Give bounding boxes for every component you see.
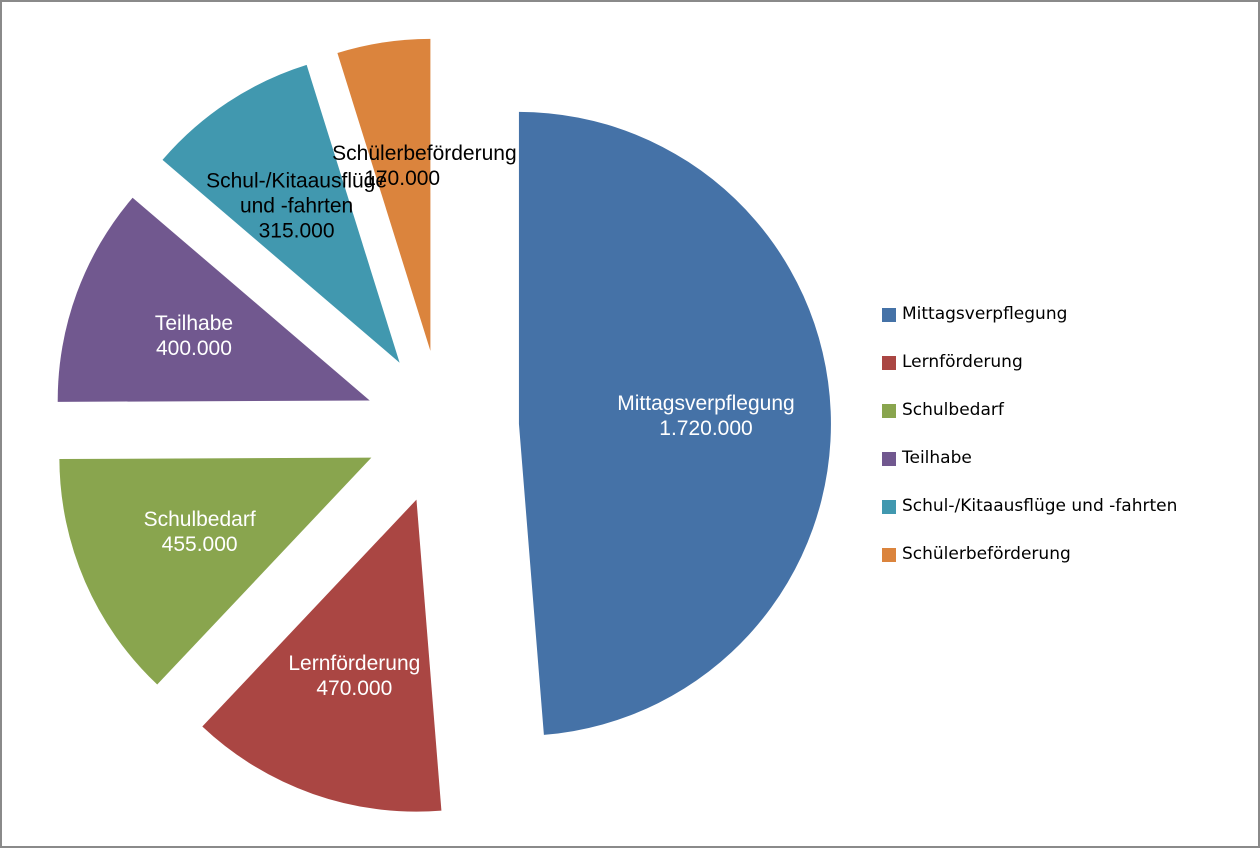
data-label: Schul-/Kitaausflüge und -fahrten 315.000 <box>202 169 392 244</box>
data-label: Schülerbeförderung 170.000 <box>332 141 517 191</box>
legend-swatch <box>882 548 896 562</box>
legend-label: Mittagsverpflegung <box>902 304 1068 324</box>
pie-slice <box>57 197 370 402</box>
legend-label: Schülerbeförderung <box>902 544 1071 564</box>
data-label: Schulbedarf 455.000 <box>144 507 256 557</box>
legend-swatch <box>882 404 896 418</box>
pie-slice <box>162 64 400 363</box>
data-label-value: 1.720.000 <box>659 417 753 441</box>
data-label-value: 315.000 <box>258 219 335 243</box>
data-label-value: 400.000 <box>155 337 232 361</box>
data-label-category: Teilhabe <box>154 312 234 336</box>
legend-swatch <box>882 452 896 466</box>
pie-slice <box>337 38 431 351</box>
legend-swatch <box>882 356 896 370</box>
legend-label: Lernförderung <box>902 352 1023 372</box>
data-label-category: Lernförderung <box>288 652 421 676</box>
data-label-value: 170.000 <box>364 166 441 190</box>
legend-swatch <box>882 500 896 514</box>
legend-label: Schulbedarf <box>902 400 1004 420</box>
data-label-value: 470.000 <box>316 677 393 701</box>
data-label: Teilhabe 400.000 <box>155 311 233 361</box>
data-label-value: 455.000 <box>161 533 238 557</box>
legend-swatch <box>882 308 896 322</box>
data-label-category: Schülerbeförderung <box>332 141 517 165</box>
pie-slice <box>59 457 372 685</box>
legend-label: Schul-/Kitaausflüge und -fahrten <box>902 496 1178 516</box>
pie-slice <box>518 111 831 735</box>
data-label: Mittagsverpflegung 1.720.000 <box>617 391 794 441</box>
legend-label: Teilhabe <box>902 448 972 468</box>
pie-slice <box>202 499 442 812</box>
data-label-category: Schulbedarf <box>143 508 256 532</box>
data-label-category: Mittagsverpflegung <box>617 392 795 416</box>
data-label-category: Schul-/Kitaausflüge und -fahrten <box>206 169 388 218</box>
data-label: Lernförderung 470.000 <box>288 651 420 701</box>
